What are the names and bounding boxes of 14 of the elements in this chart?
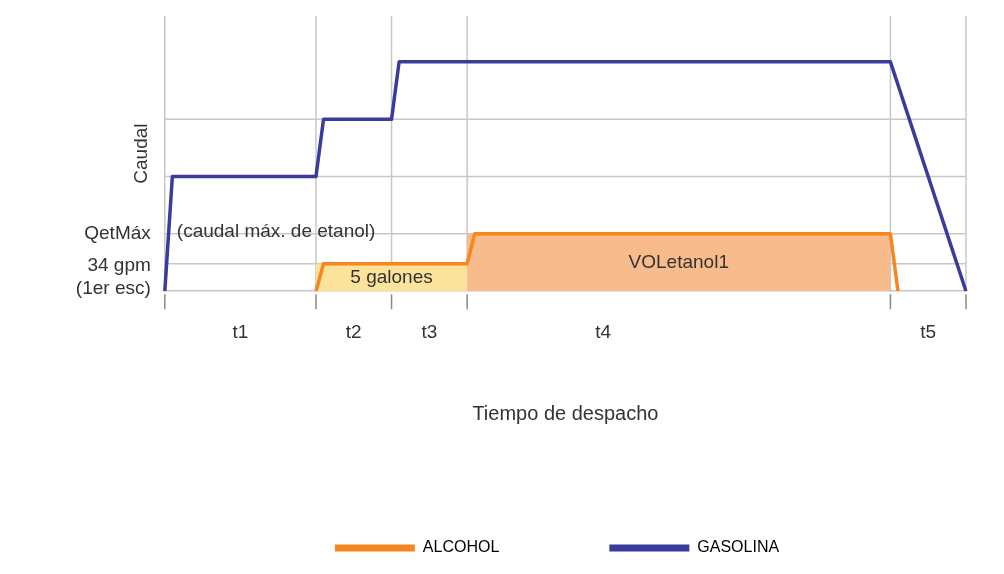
y-axis-title: Caudal xyxy=(129,123,151,184)
x-axis-title: Tiempo de despacho xyxy=(472,401,659,424)
legend-label: GASOLINA xyxy=(697,538,780,556)
x-tick-label: t4 xyxy=(595,320,612,342)
ref-line-label: QetMáx xyxy=(84,222,152,244)
series-label: 5 galones xyxy=(350,265,433,287)
annotation: (caudal máx. de etanol) xyxy=(176,220,376,242)
x-tick-label: t2 xyxy=(345,320,362,342)
x-tick-label: t3 xyxy=(421,320,438,342)
ref-line-label: 34 gpm (1er esc) xyxy=(75,253,151,298)
x-tick-label: t5 xyxy=(920,320,937,342)
x-tick-label: t1 xyxy=(232,320,249,342)
legend-label: ALCOHOL xyxy=(422,538,500,556)
series-label: VOLetanol1 xyxy=(628,250,729,272)
